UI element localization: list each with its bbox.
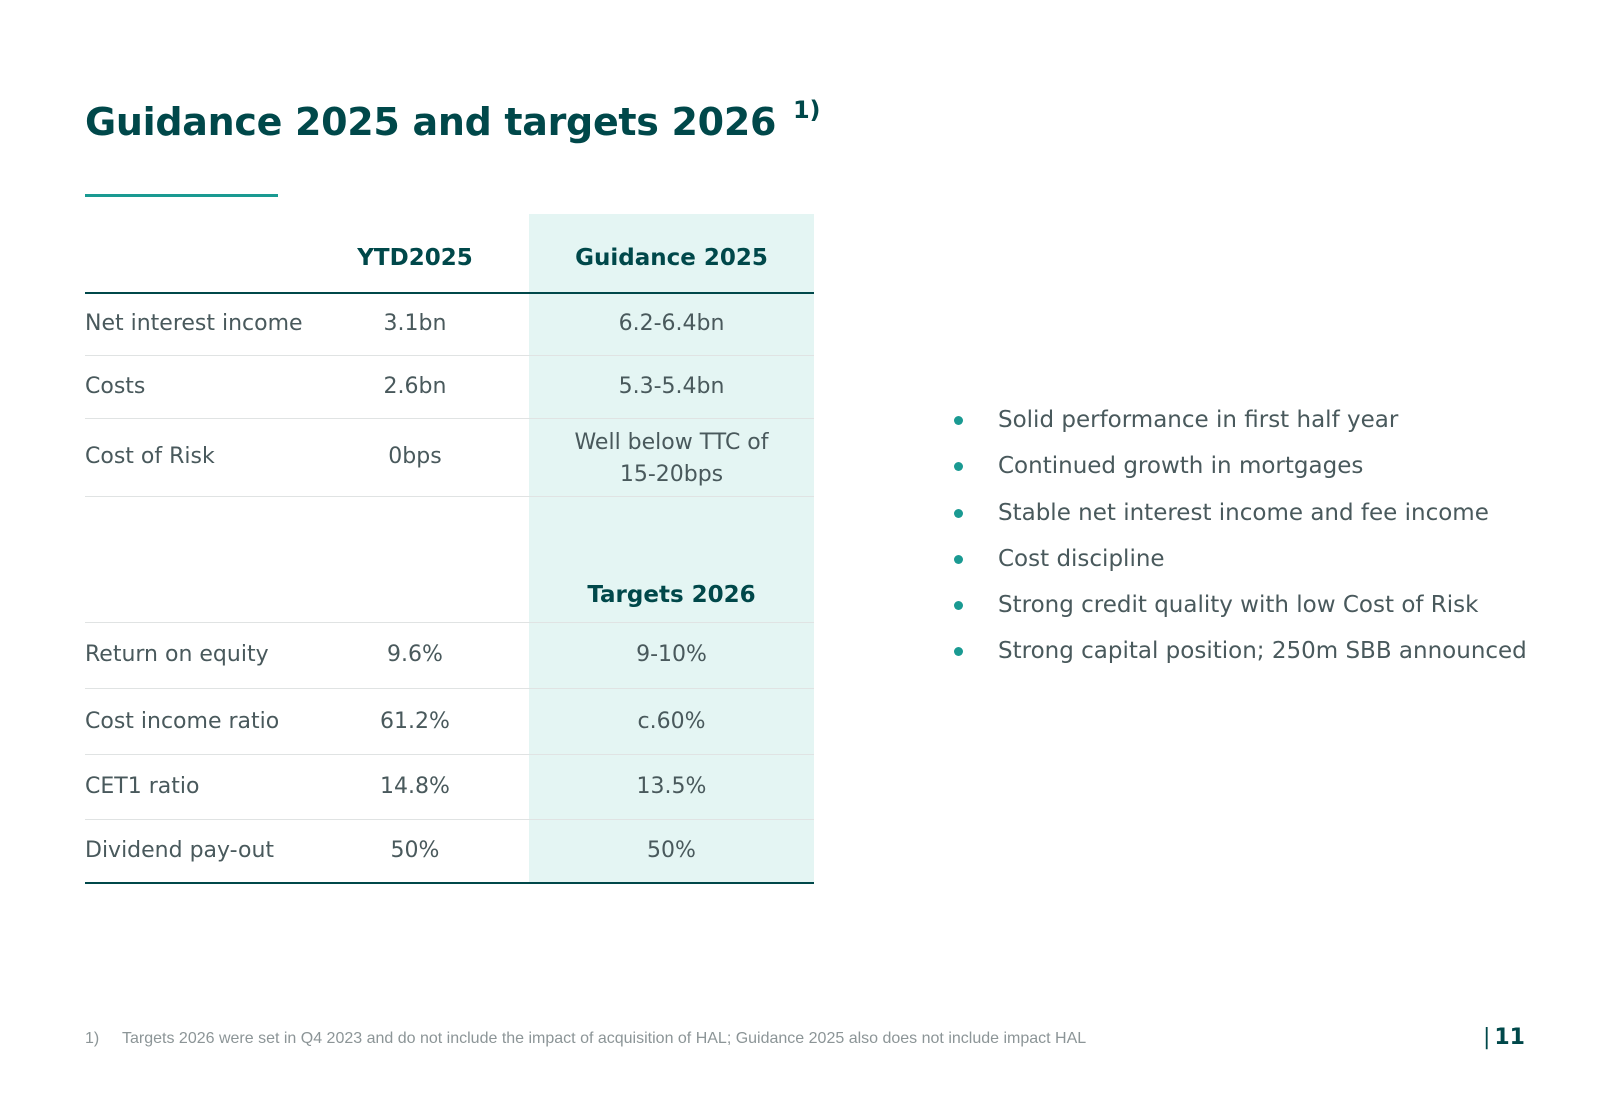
bullet-dot-icon bbox=[954, 647, 963, 657]
list-item-text: Continued growth in mortgages bbox=[998, 453, 1364, 480]
row-guidance-value-line1: Well below TTC of bbox=[574, 430, 769, 455]
bullet-dot-icon bbox=[954, 601, 963, 611]
header-divider bbox=[85, 292, 814, 294]
row-guidance-value: Well below TTC of 15-20bps bbox=[529, 427, 814, 491]
row-divider bbox=[85, 688, 814, 689]
row-ytd-value: 0bps bbox=[388, 444, 442, 469]
footnote-text: Targets 2026 were set in Q4 2023 and do … bbox=[122, 1030, 1087, 1047]
row-ytd-value: 9.6% bbox=[387, 642, 443, 667]
col-header-targets: Targets 2026 bbox=[587, 582, 756, 608]
list-item: Stable net interest income and fee incom… bbox=[950, 490, 1527, 536]
page-number-separator: | bbox=[1482, 1025, 1491, 1050]
guidance-column-shade bbox=[529, 214, 814, 884]
col-header-ytd: YTD2025 bbox=[357, 245, 473, 271]
list-item: Strong capital position; 250m SBB announ… bbox=[950, 628, 1527, 674]
row-target-value: 50% bbox=[647, 838, 696, 863]
row-divider bbox=[85, 418, 814, 419]
row-guidance-value: 6.2-6.4bn bbox=[618, 311, 725, 336]
row-ytd-value: 14.8% bbox=[380, 774, 450, 799]
row-label: Dividend pay-out bbox=[85, 838, 275, 863]
row-divider bbox=[85, 819, 814, 820]
list-item: Solid performance in first half year bbox=[950, 397, 1527, 443]
row-ytd-value: 2.6bn bbox=[383, 374, 447, 399]
row-label: Cost of Risk bbox=[85, 444, 215, 469]
table-bottom-border bbox=[85, 882, 814, 884]
row-divider bbox=[85, 754, 814, 755]
list-item: Strong credit quality with low Cost of R… bbox=[950, 582, 1527, 628]
page-title-text: Guidance 2025 and targets 2026 bbox=[85, 100, 777, 144]
row-target-value: 13.5% bbox=[636, 774, 707, 799]
row-divider bbox=[85, 355, 814, 356]
list-item: Cost discipline bbox=[950, 536, 1527, 582]
title-accent-line bbox=[85, 194, 278, 197]
page-number: | 11 bbox=[1483, 1025, 1525, 1050]
list-item-text: Cost discipline bbox=[998, 545, 1165, 572]
list-item-text: Solid performance in first half year bbox=[998, 407, 1399, 433]
page-title: Guidance 2025 and targets 2026 1) bbox=[85, 96, 820, 144]
row-label: Costs bbox=[85, 374, 146, 399]
footnote: 1) Targets 2026 were set in Q4 2023 and d… bbox=[85, 1030, 1086, 1048]
row-label: Cost income ratio bbox=[85, 708, 280, 734]
row-label: Return on equity bbox=[85, 642, 269, 667]
row-ytd-value: 50% bbox=[390, 838, 440, 863]
col-header-guidance: Guidance 2025 bbox=[575, 245, 768, 271]
list-item-text: Stable net interest income and fee incom… bbox=[998, 499, 1489, 526]
row-guidance-value: 5.3-5.4bn bbox=[618, 374, 725, 399]
highlights-list: Solid performance in first half year Con… bbox=[950, 397, 1527, 675]
page-number-value: 11 bbox=[1494, 1025, 1525, 1050]
bullet-dot-icon bbox=[954, 416, 963, 425]
bullet-dot-icon bbox=[954, 508, 963, 518]
row-divider bbox=[85, 496, 814, 497]
list-item-text: Strong credit quality with low Cost of R… bbox=[998, 592, 1479, 619]
row-target-value: 9-10% bbox=[636, 642, 707, 667]
row-target-value: c.60% bbox=[637, 708, 706, 734]
title-footnote-marker: 1) bbox=[793, 96, 821, 124]
bullet-dot-icon bbox=[954, 462, 963, 472]
row-label: Net interest income bbox=[85, 311, 303, 336]
row-ytd-value: 61.2% bbox=[380, 708, 450, 734]
footnote-marker: 1) bbox=[85, 1030, 100, 1047]
row-label: CET1 ratio bbox=[85, 774, 200, 799]
row-guidance-value-line2: 15-20bps bbox=[619, 462, 724, 487]
list-item-text: Strong capital position; 250m SBB announ… bbox=[998, 638, 1527, 665]
row-ytd-value: 3.1bn bbox=[383, 311, 447, 336]
row-divider bbox=[85, 622, 814, 623]
bullet-dot-icon bbox=[954, 554, 963, 564]
list-item: Continued growth in mortgages bbox=[950, 443, 1527, 489]
